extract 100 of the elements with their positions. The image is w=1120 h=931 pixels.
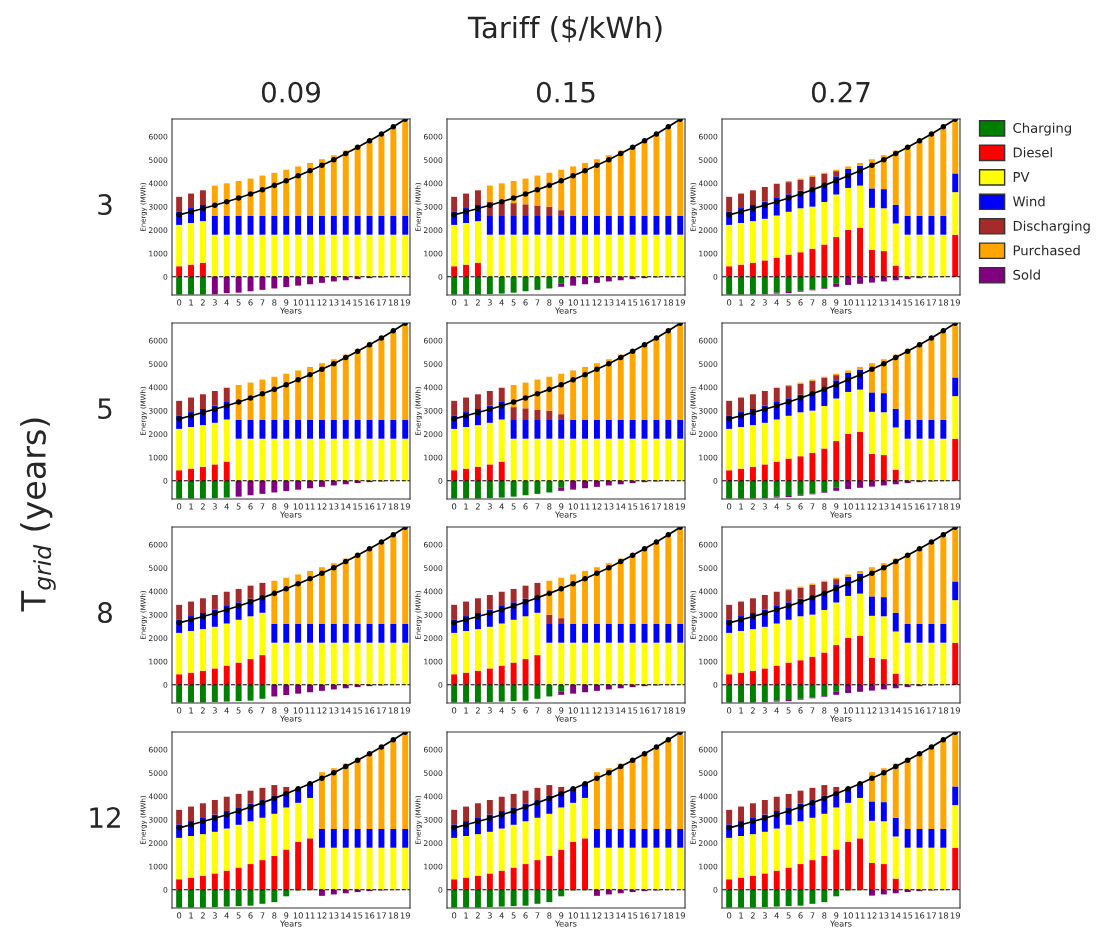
x-tick-label: 11 — [580, 707, 590, 714]
x-tick-label: 16 — [640, 912, 650, 919]
x-tick-label: 0 — [727, 912, 732, 919]
x-tick-label: 3 — [212, 503, 217, 510]
x-axis-title: Years — [829, 715, 852, 722]
x-tick-label: 9 — [834, 299, 839, 306]
x-tick-label: 7 — [535, 912, 540, 919]
x-tick-label: 6 — [248, 912, 253, 919]
x-axis-title: Years — [829, 920, 852, 927]
x-tick-label: 16 — [365, 707, 375, 714]
x-tick-label: 13 — [879, 912, 889, 919]
x-axis-title: Years — [554, 920, 577, 927]
x-tick-label: 19 — [950, 707, 960, 714]
legend-label: Diesel — [1013, 147, 1052, 158]
x-tick-label: 10 — [293, 912, 303, 919]
x-tick-label: 6 — [248, 707, 253, 714]
x-tick-label: 19 — [950, 299, 960, 306]
x-tick-label: 7 — [810, 912, 815, 919]
x-tick-label: 11 — [305, 503, 315, 510]
x-tick-label: 6 — [523, 912, 528, 919]
x-tick-label: 5 — [511, 707, 516, 714]
x-tick-label: 13 — [879, 503, 889, 510]
x-tick-label: 0 — [177, 912, 182, 919]
x-tick-label: 5 — [786, 299, 791, 306]
x-tick-label: 12 — [317, 912, 327, 919]
x-axis-title: Years — [829, 307, 852, 314]
x-tick-label: 10 — [843, 912, 853, 919]
chart-title: 0.09 — [261, 81, 320, 103]
x-axis-title: Years — [279, 307, 302, 314]
x-tick-label: 7 — [535, 299, 540, 306]
x-tick-label: 2 — [200, 912, 205, 919]
x-tick-label: 14 — [341, 707, 351, 714]
x-tick-label: 16 — [365, 503, 375, 510]
x-tick-label: 3 — [762, 503, 767, 510]
x-tick-label: 12 — [592, 912, 602, 919]
x-tick-label: 9 — [834, 912, 839, 919]
x-tick-label: 18 — [938, 707, 949, 714]
text: 3 — [98, 194, 112, 216]
x-tick-label: 5 — [236, 299, 241, 306]
x-tick-label: 9 — [559, 707, 564, 714]
x-tick-label: 2 — [475, 707, 480, 714]
x-tick-label: 1 — [739, 299, 743, 306]
x-axis-title: Years — [279, 920, 302, 927]
x-tick-label: 9 — [559, 912, 564, 919]
x-tick-label: 9 — [834, 707, 839, 714]
x-tick-label: 19 — [675, 299, 685, 306]
x-tick-label: 12 — [317, 503, 327, 510]
x-tick-label: 15 — [353, 299, 363, 306]
x-tick-label: 14 — [341, 912, 351, 919]
x-tick-label: 18 — [388, 503, 399, 510]
x-tick-label: 1 — [739, 707, 743, 714]
x-tick-label: 10 — [843, 707, 853, 714]
x-tick-label: 9 — [559, 503, 564, 510]
x-axis-title: Years — [554, 307, 577, 314]
x-tick-label: 11 — [305, 912, 315, 919]
legend-label: PV — [1013, 172, 1030, 182]
x-tick-label: 14 — [616, 299, 626, 306]
x-tick-label: 19 — [400, 912, 410, 919]
x-axis-title: Years — [554, 715, 577, 722]
x-tick-label: 7 — [260, 912, 265, 919]
x-tick-label: 18 — [663, 912, 674, 919]
x-tick-label: 1 — [189, 707, 193, 714]
x-tick-label: 7 — [810, 707, 815, 714]
x-tick-label: 14 — [891, 503, 901, 510]
x-tick-label: 2 — [475, 299, 480, 306]
x-tick-label: 6 — [248, 503, 253, 510]
x-tick-label: 1 — [189, 912, 193, 919]
x-tick-label: 8 — [822, 299, 827, 306]
x-tick-label: 14 — [341, 503, 351, 510]
x-tick-label: 9 — [284, 503, 289, 510]
x-tick-label: 12 — [592, 503, 602, 510]
x-tick-label: 8 — [272, 299, 277, 306]
x-tick-label: 14 — [616, 707, 626, 714]
legend-label: Charging — [1013, 122, 1071, 136]
x-tick-label: 2 — [750, 299, 755, 306]
x-tick-label: 14 — [616, 912, 626, 919]
x-tick-label: 5 — [786, 707, 791, 714]
x-tick-label: 12 — [867, 707, 877, 714]
x-tick-label: 18 — [663, 707, 674, 714]
x-tick-label: 10 — [568, 299, 578, 306]
x-tick-label: 6 — [248, 299, 253, 306]
x-tick-label: 7 — [810, 299, 815, 306]
x-axis-title: Years — [279, 511, 302, 518]
x-tick-label: 6 — [523, 707, 528, 714]
x-tick-label: 7 — [535, 707, 540, 714]
x-tick-label: 0 — [727, 707, 732, 714]
x-tick-label: 18 — [388, 299, 399, 306]
x-tick-label: 2 — [200, 707, 205, 714]
x-tick-label: 15 — [903, 503, 913, 510]
x-tick-label: 5 — [786, 912, 791, 919]
x-tick-label: 10 — [843, 503, 853, 510]
x-tick-label: 3 — [487, 707, 492, 714]
x-tick-label: 14 — [891, 707, 901, 714]
x-tick-label: 19 — [950, 503, 960, 510]
x-tick-label: 17 — [927, 299, 937, 306]
x-tick-label: 3 — [212, 707, 217, 714]
x-tick-label: 13 — [329, 299, 339, 306]
x-tick-label: 3 — [487, 912, 492, 919]
legend-label: Sold — [1013, 269, 1040, 280]
x-tick-label: 8 — [822, 912, 827, 919]
